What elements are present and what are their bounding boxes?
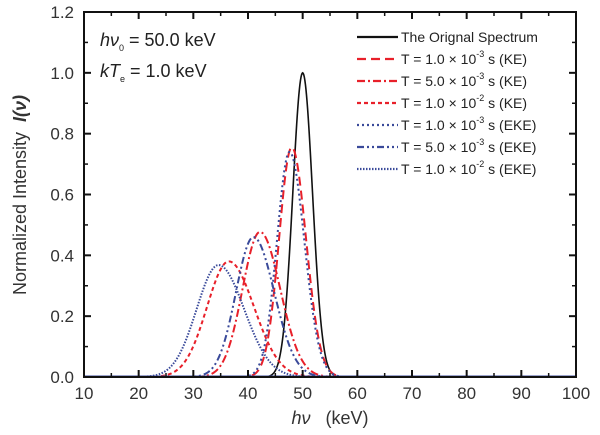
- annotation-photon-energy: hν0 = 50.0 keV: [100, 30, 216, 53]
- series-line-5: [84, 236, 576, 378]
- x-tick-label: 90: [512, 384, 531, 403]
- series-line-6: [84, 264, 576, 378]
- legend-item: T = 1.0 × 10-2 s (KE): [357, 93, 527, 111]
- ticks-layer: 10 20 30 40 50 60 70 80 90 100 0.0 0.2 0.4 0.6 0.8 1.0 1…: [50, 3, 590, 403]
- y-axis-label-symbol: I(ν): [10, 95, 30, 122]
- x-tick-label: 40: [239, 384, 258, 403]
- legend-label-tail: s (KE): [484, 51, 527, 67]
- y-axis-label-space: [10, 122, 30, 132]
- y-tick-label: 1.0: [50, 64, 74, 83]
- legend-label-tail: s (EKE): [484, 117, 536, 133]
- legend-label-exponent: -3: [476, 49, 484, 59]
- legend-item: T = 5.0 × 10-3 s (KE): [357, 71, 527, 89]
- legend-label-exponent: -2: [476, 93, 484, 103]
- legend-label-main: T = 5.0 × 10: [401, 139, 476, 155]
- legend-label-main: T = 1.0 × 10: [401, 95, 476, 111]
- legend-label-exponent: -3: [476, 71, 484, 81]
- annotation-electron-temp: kTe = 1.0 keV: [100, 61, 207, 84]
- series-line-3: [84, 260, 576, 378]
- legend-label-tail: s (KE): [484, 73, 527, 89]
- y-tick-label: 1.2: [50, 3, 74, 22]
- x-tick-label: 50: [293, 384, 312, 403]
- series-line-4: [84, 150, 576, 378]
- legend-label: T = 1.0 × 10-2 s (KE): [401, 93, 527, 111]
- x-axis-label-symbol: hν: [291, 408, 310, 428]
- annotation-photon-energy-sub: 0: [119, 43, 124, 53]
- annotation-electron-temp-symbol: kT: [100, 61, 122, 81]
- x-axis-label-space: [310, 408, 325, 428]
- annotation-electron-temp-value: = 1.0 keV: [125, 61, 207, 81]
- annotation-photon-energy-value: = 50.0 keV: [124, 30, 216, 50]
- legend-label-main: T = 5.0 × 10: [401, 73, 476, 89]
- y-tick-label: 0.2: [50, 307, 74, 326]
- x-axis-label-unit: (keV): [326, 408, 369, 428]
- y-tick-label: 0.6: [50, 186, 74, 205]
- y-axis-label-text: Normalized Intensity: [10, 132, 30, 295]
- legend-item: T = 1.0 × 10-3 s (EKE): [357, 115, 536, 133]
- legend-item: The Orignal Spectrum: [357, 29, 538, 45]
- y-axis-label: Normalized Intensity I(ν): [10, 95, 30, 295]
- legend-label: T = 5.0 × 10-3 s (EKE): [401, 137, 536, 155]
- x-tick-label: 20: [129, 384, 148, 403]
- series-line-1: [84, 146, 576, 378]
- legend-label-tail: s (EKE): [484, 139, 536, 155]
- legend-label-main: T = 1.0 × 10: [401, 161, 476, 177]
- legend-label-tail: s (EKE): [484, 161, 536, 177]
- y-tick-label: 0.0: [50, 368, 74, 387]
- series-line-2: [84, 230, 576, 378]
- x-tick-label: 100: [562, 384, 590, 403]
- legend-label-main: The Orignal Spectrum: [401, 29, 538, 45]
- legend-label: T = 1.0 × 10-3 s (KE): [401, 49, 527, 67]
- y-tick-label: 0.8: [50, 125, 74, 144]
- annotation-photon-energy-symbol: hν: [100, 30, 119, 50]
- legend-label: T = 1.0 × 10-3 s (EKE): [401, 115, 536, 133]
- x-tick-label: 60: [348, 384, 367, 403]
- legend-label: T = 5.0 × 10-3 s (KE): [401, 71, 527, 89]
- legend-item: T = 1.0 × 10-3 s (KE): [357, 49, 527, 67]
- x-tick-label: 80: [457, 384, 476, 403]
- legend-label-exponent: -3: [476, 115, 484, 125]
- x-axis-label: hν (keV): [291, 408, 368, 428]
- x-tick-label: 30: [184, 384, 203, 403]
- legend-label-main: T = 1.0 × 10: [401, 51, 476, 67]
- legend-label-exponent: -3: [476, 137, 484, 147]
- x-tick-label: 10: [75, 384, 94, 403]
- legend-label: T = 1.0 × 10-2 s (EKE): [401, 159, 536, 177]
- y-tick-label: 0.4: [50, 246, 74, 265]
- legend-label-tail: s (KE): [484, 95, 527, 111]
- legend-label: The Orignal Spectrum: [401, 29, 538, 45]
- legend-item: T = 5.0 × 10-3 s (EKE): [357, 137, 536, 155]
- annotation-electron-temp-sub: e: [120, 74, 125, 84]
- annotations: hν0 = 50.0 keV kTe = 1.0 keV: [100, 30, 216, 84]
- x-tick-label: 70: [403, 384, 422, 403]
- legend-item: T = 1.0 × 10-2 s (EKE): [357, 159, 536, 177]
- legend-label-main: T = 1.0 × 10: [401, 117, 476, 133]
- legend-label-exponent: -2: [476, 159, 484, 169]
